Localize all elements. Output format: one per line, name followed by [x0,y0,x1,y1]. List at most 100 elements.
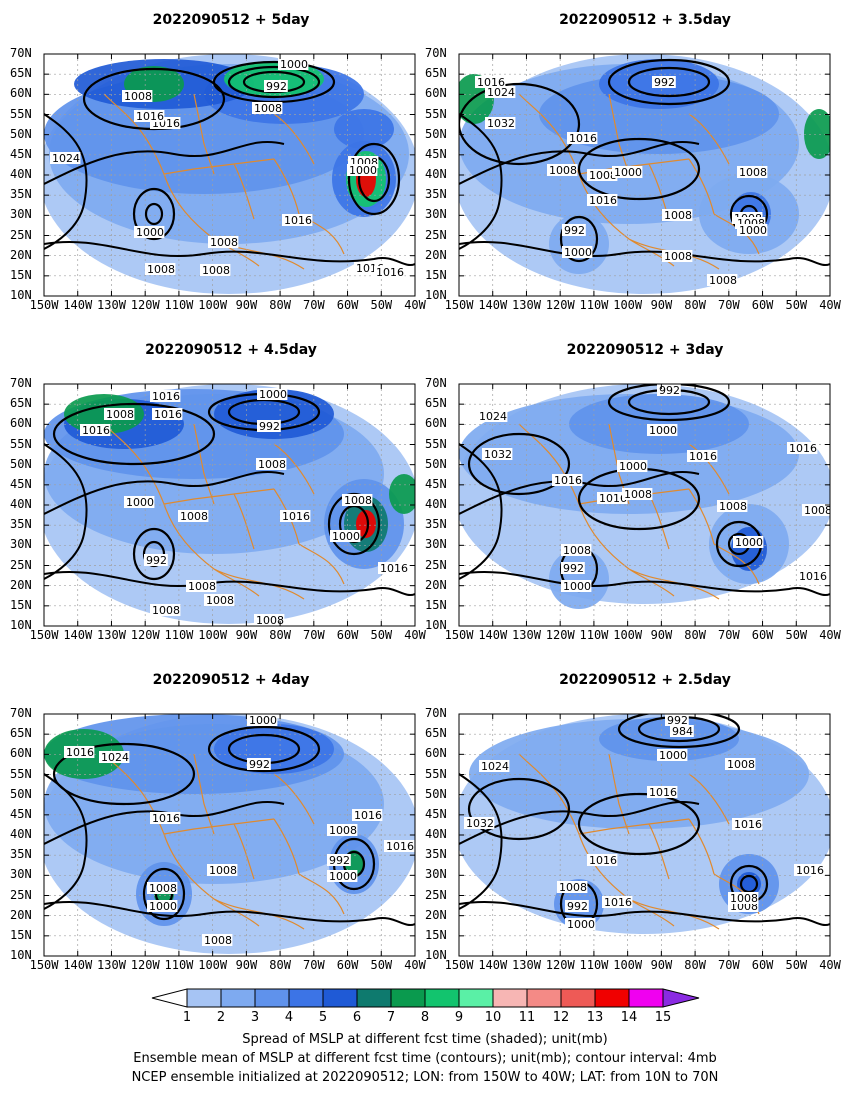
spread-shading-region [356,510,376,538]
colorbar-segment [628,988,664,1008]
colorbar-label: 15 [654,1010,672,1025]
contour-label: 1008 [728,892,759,905]
footer-contour-description: Ensemble mean of MSLP at different fcst … [133,1051,717,1066]
longitude-label: 50W [785,298,808,312]
svg-text:1008: 1008 [188,580,216,593]
contour-label: 1016 [787,442,818,455]
svg-text:992: 992 [563,562,584,575]
longitude-label: 90W [235,628,258,642]
latitude-label: 30N [10,207,32,222]
colorbar-label: 10 [484,1010,502,1025]
contour-label: 992 [562,224,586,237]
panel-title-5: 2022090512 + 4day [152,672,310,688]
colorbar-segment [322,988,358,1008]
svg-text:1016: 1016 [82,424,110,437]
latitude-label: 50N [425,126,447,141]
contour-label: 1016 [552,474,583,487]
contour-label: 992 [561,562,585,575]
colorbar-high-arrow [662,988,700,1008]
longitude-label: 50W [785,628,808,642]
contour-label: 1008 [707,274,738,287]
contour-label: 1024 [477,410,508,423]
svg-text:1008: 1008 [329,824,357,837]
latitude-label: 15N [425,597,447,612]
svg-text:1000: 1000 [332,530,360,543]
svg-text:992: 992 [667,714,688,727]
svg-text:1008: 1008 [258,458,286,471]
contour-label: 1016 [587,854,618,867]
svg-text:1000: 1000 [249,714,277,727]
svg-text:1008: 1008 [124,90,152,103]
longitude-label: 110W [164,298,194,312]
latitude-label: 65N [10,396,32,411]
latitude-label: 55N [425,106,447,121]
latitude-label: 35N [10,847,32,862]
latitude-label: 55N [10,106,32,121]
longitude-label: 60W [336,958,359,972]
svg-text:1008: 1008 [589,169,617,182]
contour-label: 1032 [464,817,495,830]
longitude-label: 120W [130,958,160,972]
contour-label: 1000 [565,918,596,931]
longitude-label: 120W [130,628,160,642]
svg-text:1008: 1008 [202,264,230,277]
longitude-label: 150W [29,628,59,642]
footer-ensemble-description: NCEP ensemble initialized at 2022090512;… [131,1070,719,1085]
mslp-contour [144,202,164,226]
contour-label: 1008 [557,881,588,894]
footer-shading-description: Spread of MSLP at different fcst time (s… [242,1032,608,1047]
svg-text:1016: 1016 [376,266,404,279]
latitude-label: 10N [425,288,447,302]
contour-label: 992 [665,714,689,727]
svg-text:1032: 1032 [466,817,494,830]
svg-text:1016: 1016 [477,76,505,89]
longitude-label: 80W [269,628,291,642]
longitude-label: 120W [545,298,575,312]
contour-label: 1000 [562,246,593,259]
svg-text:1000: 1000 [735,536,763,549]
contour-label: 1000 [647,424,678,437]
contour-label: 1016 [80,424,111,437]
latitude-label: 25N [10,557,32,572]
latitude-label: 20N [425,907,447,922]
colorbar-label: 4 [284,1010,294,1025]
colorbar-label: 5 [318,1010,328,1025]
svg-text:1016: 1016 [734,818,762,831]
svg-text:1008: 1008 [727,758,755,771]
latitude-label: 45N [10,146,32,161]
svg-text:1024: 1024 [481,760,509,773]
svg-text:1008: 1008 [210,236,238,249]
longitude-label: 130W [97,298,126,312]
svg-text:1000: 1000 [649,424,677,437]
latitude-label: 65N [425,66,447,81]
contour-label: 1008 [256,458,287,471]
contour-label: 1008 [208,236,239,249]
svg-text:1016: 1016 [554,474,582,487]
svg-text:1024: 1024 [101,751,129,764]
contour-label: 992 [257,420,281,433]
latitude-label: 65N [425,726,447,741]
longitude-label: 140W [478,958,508,972]
longitude-label: 50W [785,958,808,972]
longitude-label: 90W [235,298,258,312]
spread-shading-region [334,109,394,149]
longitude-label: 90W [650,298,673,312]
contour-label: 1016 [602,896,633,909]
svg-text:1024: 1024 [487,86,515,99]
latitude-label: 35N [425,187,447,202]
contour-label: 1008 [587,169,618,182]
colorbar-label: 13 [586,1010,604,1025]
svg-text:1008: 1008 [719,500,747,513]
svg-text:1008: 1008 [206,594,234,607]
svg-text:1008: 1008 [664,209,692,222]
longitude-label: 90W [650,628,673,642]
svg-text:1016: 1016 [386,840,414,853]
contour-label: 1008 [186,580,217,593]
colorbar [151,988,700,1008]
contour-label: 1016 [687,450,718,463]
longitude-label: 100W [613,628,643,642]
svg-text:1000: 1000 [614,166,642,179]
mslp-contour [132,527,176,581]
mslp-contour [467,777,571,841]
contour-label: 1016 [134,110,165,123]
